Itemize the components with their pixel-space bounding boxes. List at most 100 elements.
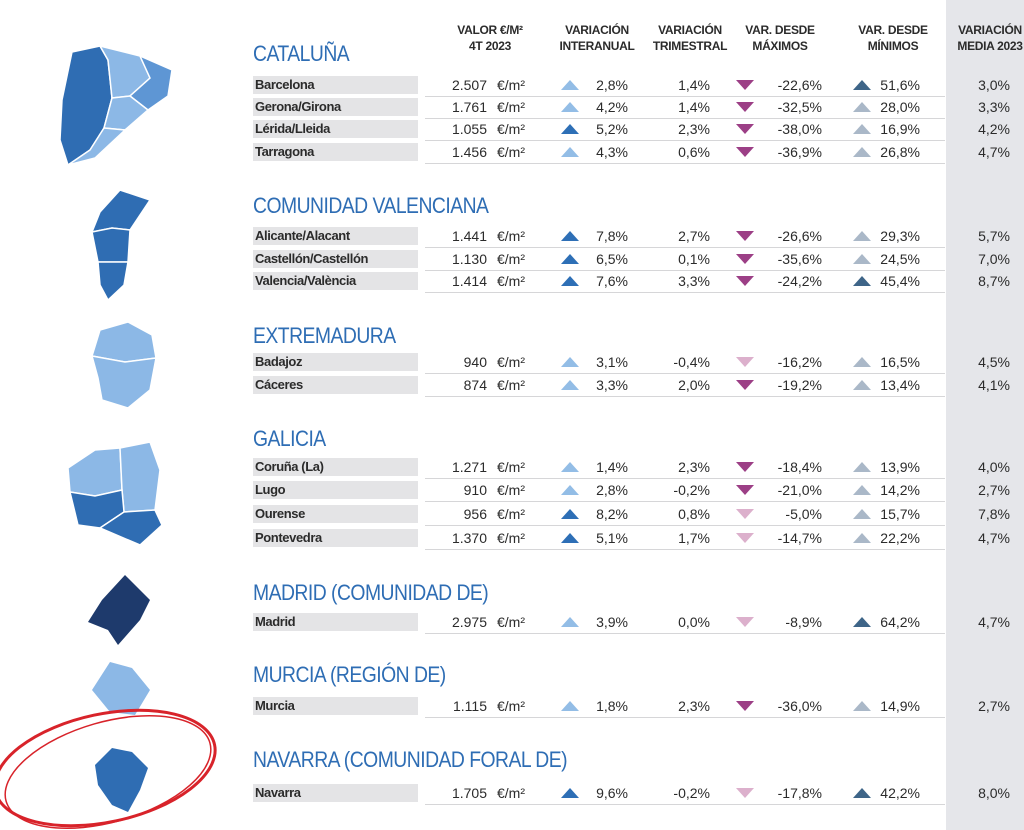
cell-value: 6,5% bbox=[596, 251, 628, 267]
row-label: Pontevedra bbox=[253, 529, 418, 547]
row-label: Tarragona bbox=[253, 143, 418, 161]
header-line: MÁXIMOS bbox=[752, 39, 808, 53]
map-navarra bbox=[95, 748, 148, 812]
unit: €/m² bbox=[497, 482, 525, 498]
header-line: VARIACIÓN bbox=[565, 23, 629, 37]
cell-value: -14,7% bbox=[777, 530, 822, 546]
row-separator bbox=[425, 633, 945, 634]
up-arrow bbox=[561, 276, 579, 286]
row-separator bbox=[425, 804, 945, 805]
header-line: VAR. DESDE bbox=[745, 23, 815, 37]
cell-value: -18,4% bbox=[777, 459, 822, 475]
cell-value: 2,8% bbox=[596, 77, 628, 93]
down-arrow bbox=[736, 788, 754, 798]
up-arrow bbox=[853, 380, 871, 390]
cell-value: 2,3% bbox=[678, 698, 710, 714]
cell-value: 15,7% bbox=[880, 506, 920, 522]
unit: €/m² bbox=[497, 506, 525, 522]
cell-value: 4,5% bbox=[978, 354, 1010, 370]
row-label: Murcia bbox=[253, 697, 418, 715]
cell-value: 2,7% bbox=[978, 698, 1010, 714]
cell-value: 1.370 bbox=[451, 530, 487, 546]
cell-value: 956 bbox=[463, 506, 487, 522]
cell-value: -17,8% bbox=[777, 785, 822, 801]
cell-value: 4,1% bbox=[978, 377, 1010, 393]
unit: €/m² bbox=[497, 273, 525, 289]
cell-value: -0,4% bbox=[673, 354, 710, 370]
cell-value: 3,0% bbox=[978, 77, 1010, 93]
header-line: MEDIA 2023 bbox=[957, 39, 1023, 53]
cell-value: 5,2% bbox=[596, 121, 628, 137]
map-extremadura bbox=[90, 321, 157, 409]
unit: €/m² bbox=[497, 251, 525, 267]
row-label: Madrid bbox=[253, 613, 418, 631]
map-cataluna bbox=[59, 44, 173, 167]
row-separator bbox=[425, 270, 945, 271]
row-separator bbox=[425, 396, 945, 397]
cell-value: 8,0% bbox=[978, 785, 1010, 801]
cell-value: 1.115 bbox=[453, 698, 487, 714]
down-arrow bbox=[736, 80, 754, 90]
unit: €/m² bbox=[497, 99, 525, 115]
cell-value: 26,8% bbox=[880, 144, 920, 160]
down-arrow bbox=[736, 231, 754, 241]
cell-value: 1.414 bbox=[451, 273, 487, 289]
row-label: Castellón/Castellón bbox=[253, 250, 418, 268]
up-arrow bbox=[853, 147, 871, 157]
cell-value: 0,8% bbox=[678, 506, 710, 522]
cell-value: 5,7% bbox=[978, 228, 1010, 244]
up-arrow bbox=[853, 617, 871, 627]
up-arrow bbox=[561, 124, 579, 134]
cell-value: 4,2% bbox=[596, 99, 628, 115]
row-separator bbox=[425, 717, 945, 718]
header-line: TRIMESTRAL bbox=[652, 39, 728, 53]
cell-value: 1.441 bbox=[451, 228, 487, 244]
cell-value: 51,6% bbox=[880, 77, 920, 93]
up-arrow bbox=[853, 533, 871, 543]
unit: €/m² bbox=[497, 459, 525, 475]
cell-value: -36,9% bbox=[777, 144, 822, 160]
cell-value: -38,0% bbox=[777, 121, 822, 137]
row-label: Valencia/València bbox=[253, 272, 418, 290]
unit: €/m² bbox=[497, 377, 525, 393]
cell-value: 13,9% bbox=[880, 459, 920, 475]
cell-value: 7,0% bbox=[978, 251, 1010, 267]
cell-value: 45,4% bbox=[880, 273, 920, 289]
unit: €/m² bbox=[497, 144, 525, 160]
cell-value: 3,3% bbox=[678, 273, 710, 289]
region-title: NAVARRA (COMUNIDAD FORAL DE) bbox=[253, 747, 568, 772]
cell-value: 42,2% bbox=[880, 785, 920, 801]
up-arrow bbox=[853, 485, 871, 495]
column-header: VAR. DESDE MÁXIMOS bbox=[745, 22, 815, 54]
row-label: Ourense bbox=[253, 505, 418, 523]
cell-value: 64,2% bbox=[880, 614, 920, 630]
up-arrow bbox=[853, 80, 871, 90]
column-header: VARIACIÓN TRIMESTRAL bbox=[652, 22, 728, 54]
down-arrow bbox=[736, 485, 754, 495]
cell-value: 1.761 bbox=[451, 99, 487, 115]
cell-value: 7,8% bbox=[596, 228, 628, 244]
cell-value: 1,8% bbox=[596, 698, 628, 714]
cell-value: 3,9% bbox=[596, 614, 628, 630]
cell-value: 3,3% bbox=[978, 99, 1010, 115]
down-arrow bbox=[736, 701, 754, 711]
up-arrow bbox=[561, 509, 579, 519]
cell-value: -19,2% bbox=[777, 377, 822, 393]
cell-value: 2,7% bbox=[978, 482, 1010, 498]
cell-value: -0,2% bbox=[673, 785, 710, 801]
cell-value: 4,3% bbox=[596, 144, 628, 160]
cell-value: 8,2% bbox=[596, 506, 628, 522]
down-arrow bbox=[736, 147, 754, 157]
down-arrow bbox=[736, 102, 754, 112]
cell-value: 1.456 bbox=[451, 144, 487, 160]
row-label: Badajoz bbox=[253, 353, 418, 371]
cell-value: 29,3% bbox=[880, 228, 920, 244]
up-arrow bbox=[561, 788, 579, 798]
down-arrow bbox=[736, 380, 754, 390]
up-arrow bbox=[561, 380, 579, 390]
row-label: Alicante/Alacant bbox=[253, 227, 418, 245]
down-arrow bbox=[736, 254, 754, 264]
up-arrow bbox=[561, 485, 579, 495]
cell-value: 1.130 bbox=[451, 251, 487, 267]
